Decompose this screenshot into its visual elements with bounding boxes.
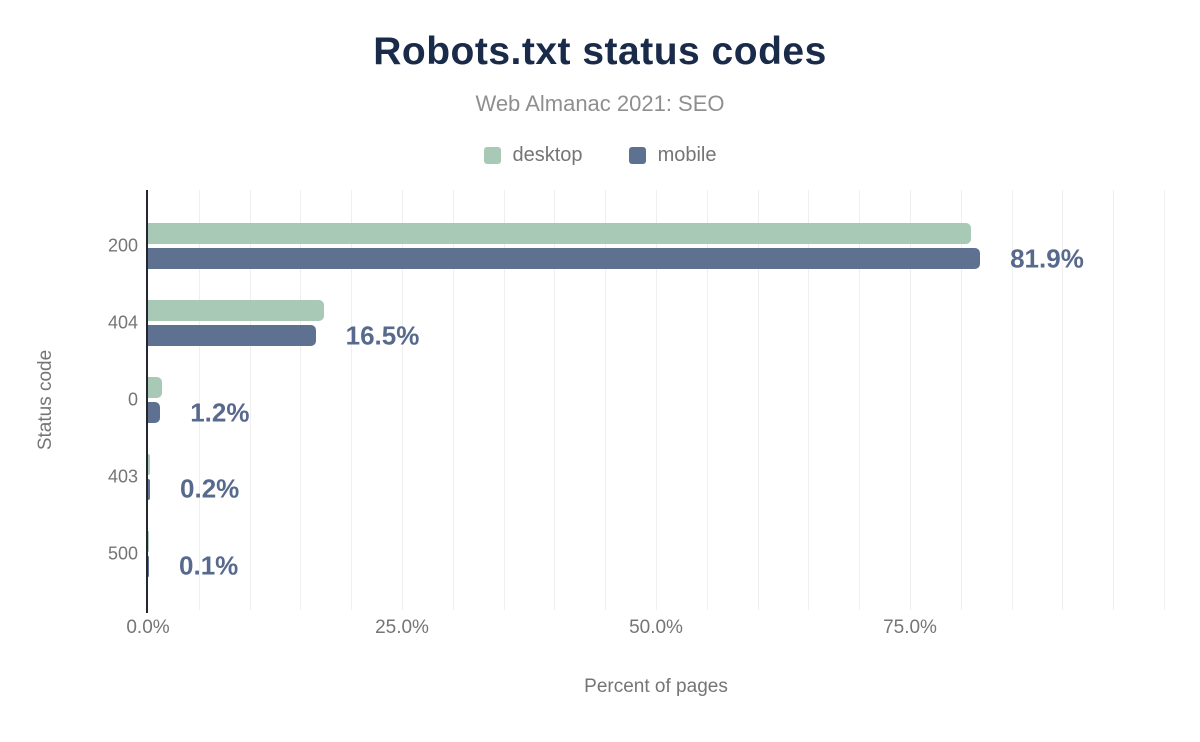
x-tick-label-50: 50.0%	[629, 617, 683, 638]
category-label-404: 404	[107, 312, 138, 333]
gridline	[351, 190, 353, 610]
x-tick-label-25: 25.0%	[375, 617, 429, 638]
gridline	[910, 190, 911, 610]
gridline	[859, 190, 861, 610]
legend-item-desktop[interactable]: desktop	[483, 144, 583, 167]
bar-mobile-403[interactable]	[148, 478, 151, 500]
mobile-swatch-icon	[628, 147, 646, 164]
value-label-403: 0.2%	[180, 473, 240, 504]
plot-area: 81.9% 16.5% 1.2% 0.2% 0.1%	[148, 190, 1165, 610]
bar-desktop-0[interactable]	[148, 377, 163, 398]
gridline	[757, 190, 759, 610]
legend: desktop mobile	[0, 144, 1200, 167]
category-label-500: 500	[107, 543, 138, 564]
gridline	[300, 190, 302, 610]
gridline	[656, 190, 657, 610]
legend-label-desktop: desktop	[512, 144, 583, 166]
x-tick-label-0: 0.0%	[126, 617, 170, 638]
gridline	[452, 190, 454, 610]
value-label-200: 81.9%	[1010, 243, 1084, 274]
value-label-404: 16.5%	[345, 320, 420, 351]
x-axis-title: Percent of pages	[584, 676, 728, 697]
gridline	[1164, 190, 1165, 610]
gridline	[1011, 190, 1013, 610]
category-label-403: 403	[107, 466, 138, 487]
bar-mobile-500[interactable]	[148, 555, 150, 577]
y-axis-line	[146, 190, 148, 613]
x-tick-label-75: 75.0%	[883, 617, 937, 638]
gridline	[554, 190, 556, 610]
gridline	[198, 190, 200, 610]
chart-subtitle: Web Almanac 2021: SEO	[475, 91, 725, 116]
gridline	[808, 190, 810, 610]
bar-mobile-404[interactable]	[148, 325, 316, 347]
gridline	[960, 190, 962, 610]
bar-mobile-0[interactable]	[148, 402, 161, 423]
bar-desktop-404[interactable]	[148, 300, 324, 322]
category-label-200: 200	[107, 235, 138, 256]
gridline	[605, 190, 607, 610]
category-label-0: 0	[127, 389, 138, 410]
gridline	[503, 190, 505, 610]
value-label-0: 1.2%	[190, 397, 250, 427]
gridline	[706, 190, 708, 610]
chart-title: Robots.txt status codes	[373, 30, 827, 73]
gridline	[1113, 190, 1115, 610]
bar-desktop-200[interactable]	[148, 223, 971, 245]
desktop-swatch-icon	[483, 147, 501, 164]
gridline	[249, 190, 251, 610]
bar-desktop-500[interactable]	[148, 530, 150, 552]
legend-item-mobile[interactable]: mobile	[628, 144, 717, 167]
bar-mobile-200[interactable]	[148, 248, 981, 270]
value-label-500: 0.1%	[179, 550, 239, 581]
gridline	[1062, 190, 1064, 610]
bar-desktop-403[interactable]	[148, 453, 151, 475]
legend-label-mobile: mobile	[657, 144, 717, 166]
gridline	[402, 190, 403, 610]
